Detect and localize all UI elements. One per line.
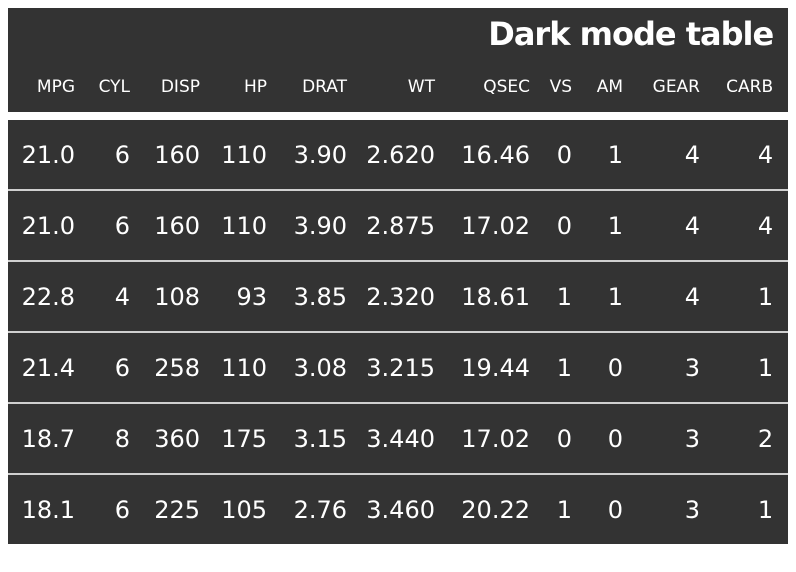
col-header-disp: DISP (145, 62, 215, 120)
table-cell: 105 (215, 473, 282, 544)
table-cell: 3 (638, 402, 715, 474)
table-row: 21.4 6 258 110 3.08 3.215 19.44 1 0 3 1 (8, 331, 789, 403)
table-cell: 6 (90, 189, 145, 261)
table-cell: 225 (145, 473, 215, 544)
table-row: 22.8 4 108 93 3.85 2.320 18.61 1 1 4 1 (8, 260, 789, 332)
table-cell: 1 (545, 473, 587, 544)
table-cell: 1 (545, 260, 587, 332)
table-row: 21.0 6 160 110 3.90 2.620 16.46 0 1 4 4 (8, 116, 789, 190)
column-header-row: MPG CYL DISP HP DRAT WT QSEC VS AM GEAR … (8, 62, 789, 120)
col-header-qsec: QSEC (450, 62, 545, 120)
table-cell: 4 (715, 189, 789, 261)
table-cell: 160 (145, 189, 215, 261)
table-cell: 18.7 (8, 402, 90, 474)
table-cell: 0 (587, 402, 638, 474)
table-cell: 0 (587, 331, 638, 403)
table-cell: 3.85 (282, 260, 362, 332)
table-cell: 3.90 (282, 189, 362, 261)
col-header-vs: VS (545, 62, 587, 120)
col-header-gear: GEAR (638, 62, 715, 120)
table-cell: 21.4 (8, 331, 90, 403)
table-cell: 1 (587, 189, 638, 261)
table-cell: 4 (715, 116, 789, 190)
table-cell: 21.0 (8, 189, 90, 261)
table-cell: 0 (545, 189, 587, 261)
table-cell: 4 (638, 260, 715, 332)
table-frame: Dark mode table MPG CYL DISP HP DRAT WT … (8, 8, 789, 544)
table-cell: 3.440 (362, 402, 450, 474)
table-title: Dark mode table (8, 8, 789, 62)
table-cell: 0 (587, 473, 638, 544)
col-header-am: AM (587, 62, 638, 120)
table-cell: 4 (638, 116, 715, 190)
table-cell: 108 (145, 260, 215, 332)
table-cell: 3.90 (282, 116, 362, 190)
table-row: 21.0 6 160 110 3.90 2.875 17.02 0 1 4 4 (8, 189, 789, 261)
table-cell: 258 (145, 331, 215, 403)
table-cell: 0 (545, 116, 587, 190)
table-cell: 93 (215, 260, 282, 332)
table-cell: 110 (215, 331, 282, 403)
col-header-hp: HP (215, 62, 282, 120)
table-cell: 2.320 (362, 260, 450, 332)
table-cell: 6 (90, 116, 145, 190)
table-cell: 3.215 (362, 331, 450, 403)
table-cell: 2.76 (282, 473, 362, 544)
table-cell: 3 (638, 331, 715, 403)
title-row: Dark mode table (8, 8, 789, 62)
table-cell: 110 (215, 116, 282, 190)
table-cell: 22.8 (8, 260, 90, 332)
table-cell: 2.875 (362, 189, 450, 261)
table-cell: 0 (545, 402, 587, 474)
table-body: 21.0 6 160 110 3.90 2.620 16.46 0 1 4 4 21.0 6 160 110… (8, 116, 789, 544)
table-cell: 4 (90, 260, 145, 332)
table-cell: 1 (715, 260, 789, 332)
table-cell: 360 (145, 402, 215, 474)
table-cell: 3.460 (362, 473, 450, 544)
col-header-carb: CARB (715, 62, 789, 120)
table-cell: 2.620 (362, 116, 450, 190)
table-cell: 17.02 (450, 189, 545, 261)
table-cell: 3.15 (282, 402, 362, 474)
table-row: 18.1 6 225 105 2.76 3.460 20.22 1 0 3 1 (8, 473, 789, 544)
table-header: Dark mode table MPG CYL DISP HP DRAT WT … (8, 8, 789, 120)
table-cell: 4 (638, 189, 715, 261)
col-header-mpg: MPG (8, 62, 90, 120)
table-cell: 1 (715, 473, 789, 544)
table-cell: 20.22 (450, 473, 545, 544)
col-header-cyl: CYL (90, 62, 145, 120)
table-cell: 2 (715, 402, 789, 474)
table-cell: 1 (587, 260, 638, 332)
table-cell: 160 (145, 116, 215, 190)
table-cell: 1 (715, 331, 789, 403)
table-cell: 16.46 (450, 116, 545, 190)
table-cell: 6 (90, 331, 145, 403)
table-cell: 175 (215, 402, 282, 474)
table-cell: 3 (638, 473, 715, 544)
table-cell: 21.0 (8, 116, 90, 190)
table-cell: 19.44 (450, 331, 545, 403)
table-cell: 18.1 (8, 473, 90, 544)
col-header-drat: DRAT (282, 62, 362, 120)
col-header-wt: WT (362, 62, 450, 120)
table-cell: 8 (90, 402, 145, 474)
table-cell: 6 (90, 473, 145, 544)
table-cell: 1 (545, 331, 587, 403)
table-cell: 1 (587, 116, 638, 190)
table-cell: 17.02 (450, 402, 545, 474)
data-table: Dark mode table MPG CYL DISP HP DRAT WT … (8, 8, 789, 544)
table-cell: 18.61 (450, 260, 545, 332)
table-cell: 110 (215, 189, 282, 261)
table-row: 18.7 8 360 175 3.15 3.440 17.02 0 0 3 2 (8, 402, 789, 474)
table-cell: 3.08 (282, 331, 362, 403)
